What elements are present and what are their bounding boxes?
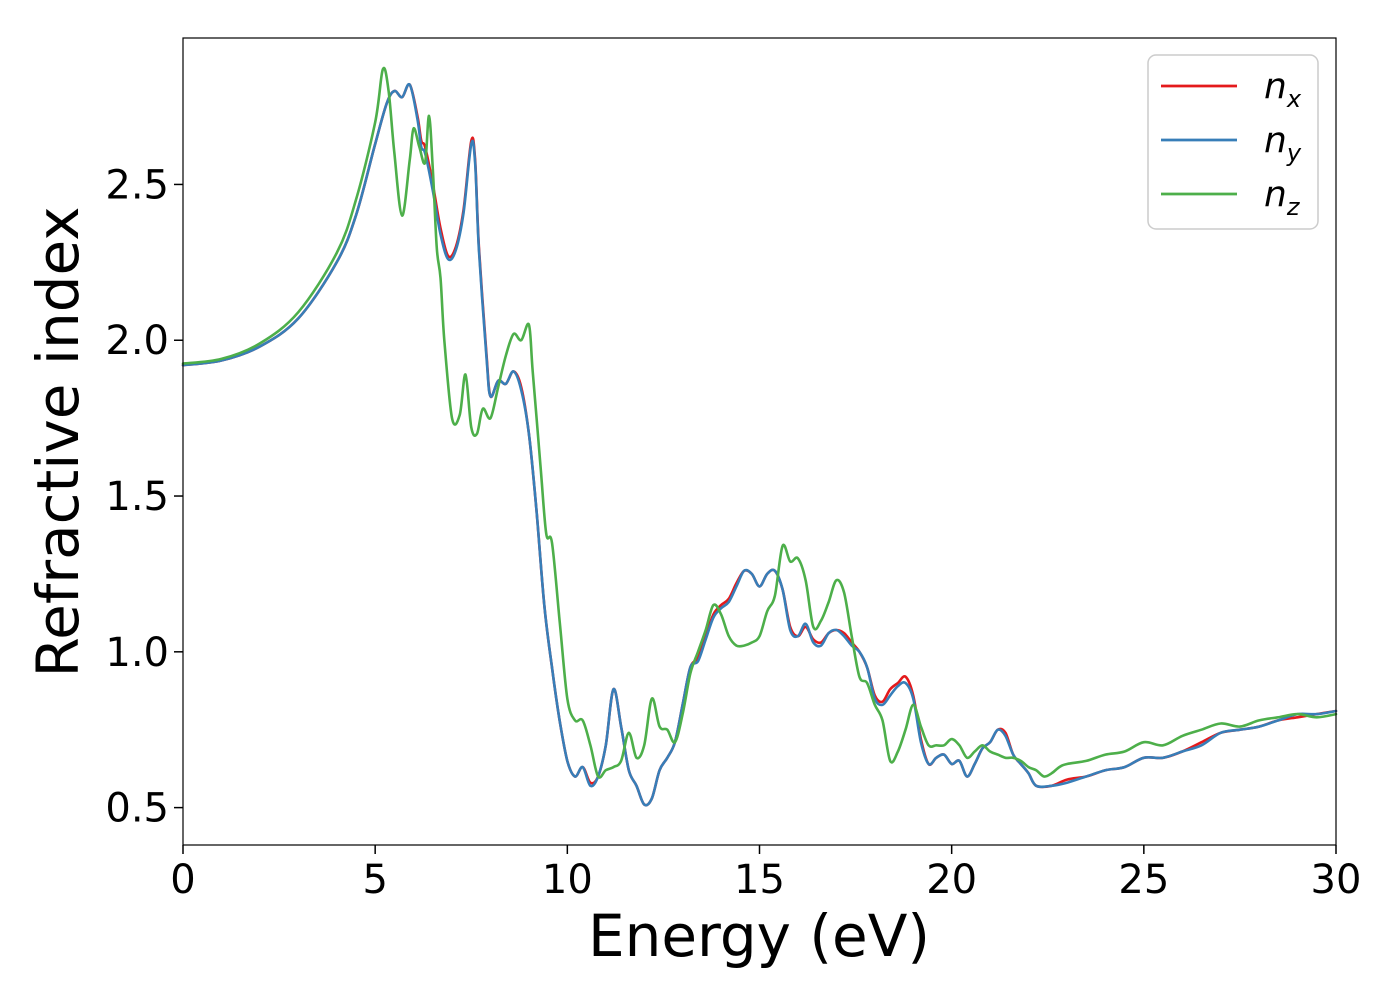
x-tick-label: 25 <box>1118 857 1169 903</box>
x-tick-label: 15 <box>734 857 785 903</box>
y-tick-label: 2.0 <box>105 318 169 364</box>
x-axis-label: Energy (eV) <box>588 902 930 970</box>
series-line-nz <box>181 66 1338 779</box>
x-tick-label: 20 <box>926 857 977 903</box>
legend-label-nx: nx <box>1264 66 1302 113</box>
legend-box <box>1147 54 1319 230</box>
y-tick-label: 1.5 <box>105 474 169 520</box>
legend-label-nz: nz <box>1264 174 1301 221</box>
y-axis-ticks: 0.5 1.0 1.5 2.0 2.5 <box>105 162 183 832</box>
y-tick-label: 1.0 <box>105 630 169 676</box>
y-tick-label: 2.5 <box>105 162 169 208</box>
x-tick-label: 0 <box>170 857 195 903</box>
y-axis-label: Refractive index <box>24 206 92 677</box>
x-tick-label: 10 <box>542 857 593 903</box>
y-tick-label: 0.5 <box>105 786 169 832</box>
x-axis-ticks: 0 5 10 15 20 25 30 <box>170 845 1361 903</box>
legend: nx ny nz <box>1147 54 1319 230</box>
x-tick-label: 5 <box>362 857 387 903</box>
series-lines <box>181 66 1338 807</box>
x-tick-label: 30 <box>1311 857 1362 903</box>
legend-label-ny: ny <box>1264 120 1302 167</box>
